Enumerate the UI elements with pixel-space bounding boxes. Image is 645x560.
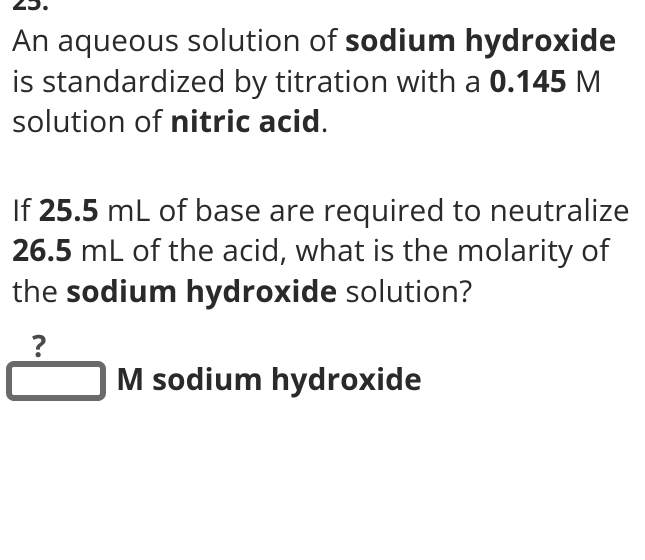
answer-input-wrap: ? [6,345,110,401]
answer-unit-label: M sodium hydroxide [116,358,422,401]
p2-bold-value-2: 26.5 [12,229,72,270]
p2-text-1: If [12,189,39,230]
p1-text-2: is standardized by titration with a [12,60,489,101]
paragraph-1: An aqueous solution of sodium hydroxide … [12,20,633,142]
p2-bold-value-1: 25.5 [39,189,99,230]
p2-text-2: mL of base are required to neutralize [99,189,630,230]
paragraph-gap [12,142,633,190]
p1-text-1: An aqueous solution of [12,19,345,60]
paragraph-2: If 25.5 mL of base are required to neutr… [12,190,633,312]
question-number-fragment: 25. [12,0,633,18]
p1-bold-compound-2: nitric acid [170,100,321,141]
p2-bold-compound-1: sodium hydroxide [66,270,337,311]
question-mark-icon: ? [32,325,46,366]
p1-bold-value-1: 0.145 [489,60,567,101]
p2-text-4: solution? [338,270,473,311]
p1-bold-compound-1: sodium hydroxide [345,19,616,60]
molarity-input[interactable] [6,361,106,401]
answer-row: ? M sodium hydroxide [6,345,633,401]
p1-text-4: . [321,100,329,141]
